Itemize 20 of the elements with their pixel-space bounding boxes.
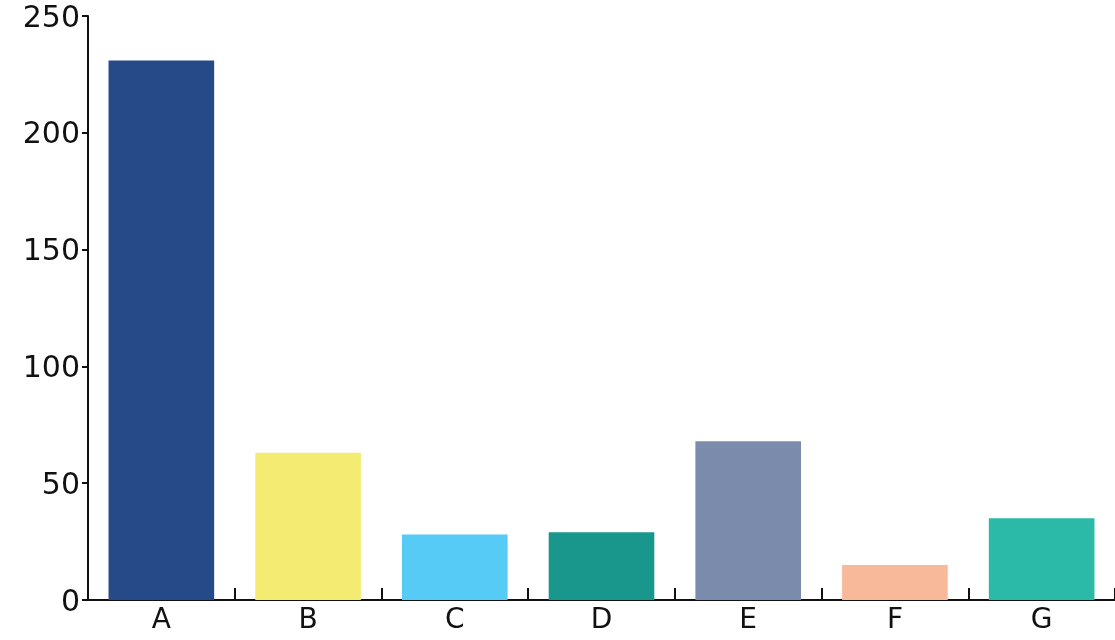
x-tick-label: B [298, 601, 318, 635]
x-tick-label: F [886, 601, 903, 635]
bar [255, 452, 361, 600]
y-tick-label: 100 [22, 348, 80, 384]
x-tick-label: A [151, 601, 171, 635]
y-tick-label: 50 [41, 465, 80, 501]
x-tick-label: D [590, 601, 613, 635]
x-tick-label: C [445, 601, 465, 635]
y-tick-label: 200 [22, 115, 80, 151]
y-tick-label: 150 [22, 232, 80, 268]
bar [988, 518, 1095, 600]
y-tick-label: 0 [60, 582, 80, 618]
bar [842, 564, 948, 600]
bar [401, 534, 508, 600]
y-tick-label: 250 [22, 0, 80, 34]
x-tick-label: E [739, 601, 758, 635]
bar [108, 60, 215, 600]
x-tick-label: G [1030, 601, 1053, 635]
bar [548, 532, 655, 600]
bar [695, 441, 802, 600]
